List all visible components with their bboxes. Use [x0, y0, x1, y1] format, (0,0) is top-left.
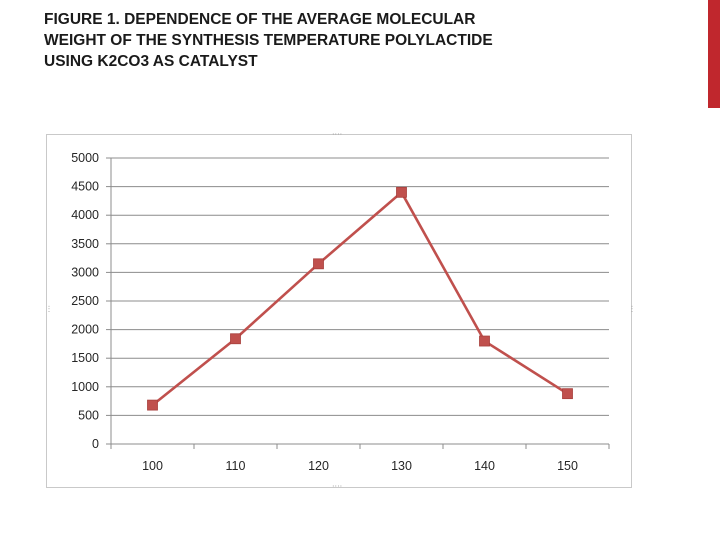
x-tick-label: 120 — [308, 459, 329, 473]
y-tick-label: 1000 — [71, 380, 99, 394]
x-tick-label: 100 — [142, 459, 163, 473]
y-tick-labels: 0 500 1000 1500 2000 2500 3000 3500 4000 4500 5000 — [71, 151, 99, 451]
y-tick-label: 500 — [78, 408, 99, 422]
x-tick-labels: 100 110 120 130 140 150 — [142, 459, 578, 473]
y-tick-label: 5000 — [71, 151, 99, 165]
y-tick-label: 3000 — [71, 265, 99, 279]
data-point-marker — [230, 333, 241, 345]
chart-frame: ···· ···· ··· ··· 0 500 1000 1500 2000 2500 30… — [44, 130, 636, 491]
y-tick-label: 4500 — [71, 180, 99, 194]
axes — [106, 157, 610, 449]
slide-title: FIGURE 1. DEPENDENCE OF THE AVERAGE MOLE… — [44, 11, 493, 70]
x-tick-label: 130 — [391, 459, 412, 473]
data-point-marker — [313, 258, 324, 270]
data-point-marker — [562, 388, 573, 400]
line-chart: 0 500 1000 1500 2000 2500 3000 3500 4000 4500 5000… — [71, 151, 610, 473]
y-tick-label: 2000 — [71, 323, 99, 337]
resize-handle-top[interactable]: ···· — [332, 130, 343, 139]
y-tick-label: 4000 — [71, 208, 99, 222]
resize-handle-right[interactable]: ··· — [627, 305, 636, 313]
data-point-marker — [396, 186, 407, 198]
data-point-marker — [147, 399, 158, 411]
x-tick-label: 140 — [474, 459, 495, 473]
data-point-marker — [479, 335, 490, 347]
resize-handle-bottom[interactable]: ···· — [332, 482, 343, 491]
y-tick-label: 2500 — [71, 294, 99, 308]
resize-handle-left[interactable]: ··· — [44, 305, 53, 313]
series-line — [151, 191, 569, 407]
x-tick-label: 150 — [557, 459, 578, 473]
y-tick-label: 1500 — [71, 351, 99, 365]
x-tick-label: 110 — [226, 459, 246, 473]
data-series — [147, 186, 573, 411]
y-tick-label: 0 — [92, 437, 99, 451]
accent-bar — [708, 0, 720, 108]
gridlines — [111, 157, 609, 416]
y-tick-label: 3500 — [71, 237, 99, 251]
